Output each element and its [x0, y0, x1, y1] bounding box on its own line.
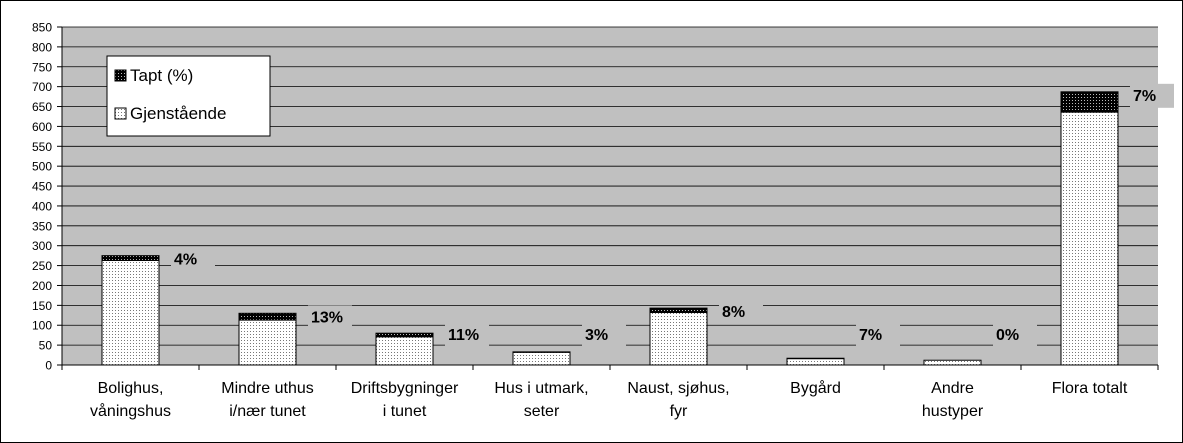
y-tick-label: 650	[32, 100, 52, 114]
x-tick-label: Mindre uthus i/nær tunet	[221, 380, 314, 420]
data-label-bg	[171, 247, 215, 272]
legend-swatch	[114, 69, 127, 82]
y-tick-label: 850	[32, 21, 52, 35]
data-label-bg	[719, 300, 763, 325]
y-tick-label: 150	[32, 299, 52, 313]
x-tick-label: Naust, sjøhus, fyr	[627, 380, 729, 420]
x-tick-label: Flora totalt	[1052, 380, 1128, 397]
data-label-bg	[308, 305, 352, 330]
bar-segment	[649, 312, 708, 366]
y-tick-label: 550	[32, 140, 52, 154]
y-tick-label: 50	[39, 339, 53, 353]
y-tick-label: 600	[32, 120, 52, 134]
y-tick-label: 800	[32, 40, 52, 54]
data-label: 11%	[448, 327, 479, 344]
bar-segment	[786, 358, 845, 366]
data-label-bg	[582, 323, 626, 348]
legend-label: Tapt (%)	[130, 66, 193, 85]
bar-segment	[375, 336, 434, 366]
y-tick-label: 0	[45, 359, 52, 373]
data-label: 8%	[722, 304, 745, 321]
y-tick-label: 300	[32, 239, 52, 253]
bar-segment	[512, 351, 571, 366]
x-tick-label: Bolighus, våningshus	[90, 380, 171, 420]
data-label: 0%	[996, 327, 1019, 344]
data-label: 3%	[585, 327, 608, 344]
data-label-bg	[445, 323, 489, 348]
bar-segment	[649, 307, 708, 314]
data-label: 7%	[859, 327, 882, 344]
y-tick-label: 350	[32, 219, 52, 233]
bar-segment	[238, 312, 297, 321]
data-label-bg	[993, 323, 1037, 348]
legend-swatch	[114, 107, 127, 120]
y-tick-label: 400	[32, 199, 52, 213]
y-tick-label: 750	[32, 60, 52, 74]
legend	[106, 55, 271, 137]
data-label: 13%	[311, 309, 343, 326]
data-label-bg	[1130, 83, 1174, 108]
y-tick-label: 500	[32, 160, 52, 174]
y-tick-label: 100	[32, 319, 52, 333]
y-tick-label: 450	[32, 180, 52, 194]
x-tick-label: Driftsbygninger i tunet	[351, 380, 459, 420]
y-tick-label: 200	[32, 279, 52, 293]
y-tick-label: 700	[32, 80, 52, 94]
bar-segment	[923, 359, 982, 366]
x-tick-label: Andre hustyper	[922, 380, 984, 420]
bar-segment	[1060, 111, 1119, 366]
bar-segment	[1060, 91, 1119, 113]
bar-segment	[101, 255, 160, 261]
data-label: 7%	[1133, 88, 1156, 105]
x-tick-label: Bygård	[790, 379, 841, 397]
bar-segment	[238, 319, 297, 366]
bar-segment	[375, 332, 434, 338]
y-tick-label: 250	[32, 259, 52, 273]
data-label: 4%	[174, 252, 197, 269]
bar-segment	[101, 259, 160, 366]
data-label-bg	[856, 323, 900, 348]
legend-label: Gjenstående	[130, 104, 226, 123]
x-tick-label: Hus i utmark, seter	[494, 380, 588, 420]
